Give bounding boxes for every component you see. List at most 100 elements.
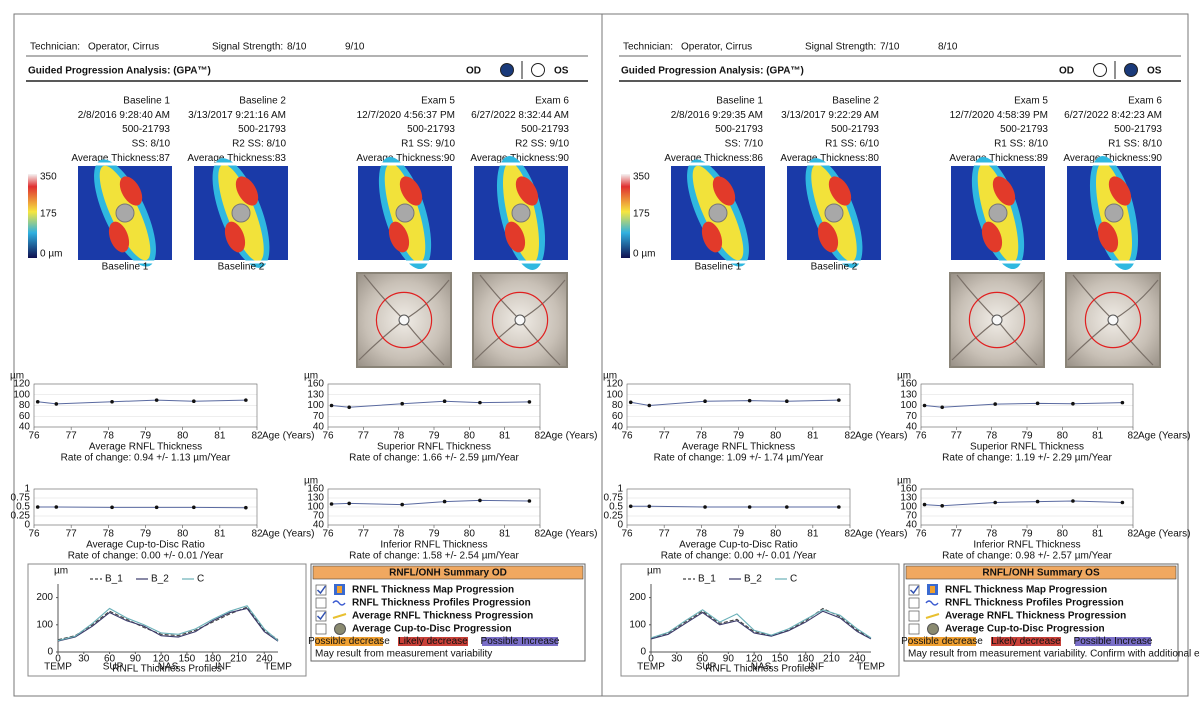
x-tick-label: 79 <box>733 529 745 540</box>
plot-frame <box>33 488 258 526</box>
data-point <box>154 505 159 510</box>
y-unit: µm <box>54 566 68 577</box>
exam-info: Baseline 2 <box>832 96 879 107</box>
y-tick-label: 130 <box>307 493 324 504</box>
x-tick-label: 80 <box>1057 529 1069 540</box>
summary-title-bar <box>312 565 584 580</box>
x-tick-label: 180 <box>797 654 814 665</box>
checkbox <box>908 597 920 609</box>
vessel <box>951 274 1043 366</box>
data-point <box>244 505 248 510</box>
y-tick-label: 200 <box>629 592 646 603</box>
x-tick-label: 82 <box>1127 431 1139 442</box>
profile-box <box>620 563 900 677</box>
checkbox <box>315 584 327 596</box>
data-point <box>993 402 997 406</box>
x-tick-label: 80 <box>770 529 782 540</box>
y-tick-label: 1 <box>617 484 623 495</box>
y-tick-label: 1 <box>24 484 30 495</box>
plot-frame <box>327 383 541 428</box>
y-tick-label: 100 <box>900 400 917 411</box>
y-tick-label: 100 <box>900 502 917 513</box>
x-tick-label: 76 <box>28 431 40 442</box>
legend-chip-label: Possible Increase <box>1074 636 1153 647</box>
exam-info: R1 SS: 8/10 <box>1108 139 1162 150</box>
data-point <box>192 399 196 404</box>
chart-title: Average Cup-to-Disc Ratio <box>679 540 798 551</box>
optic-disc <box>708 203 728 223</box>
map-hot <box>992 176 1016 206</box>
data-point <box>1071 401 1075 406</box>
map-clip <box>783 162 885 264</box>
x-tick-label: 82 <box>844 529 856 540</box>
exam-info: 500-21793 <box>521 124 569 135</box>
optic-disc <box>231 203 251 223</box>
checkbox <box>908 610 920 622</box>
x-tick-label: 78 <box>986 431 998 442</box>
y-tick-label: 120 <box>13 379 30 390</box>
y-tick-label: 0.5 <box>16 502 30 513</box>
data-point <box>1035 401 1040 406</box>
x-tick-label: 78 <box>393 431 405 442</box>
legend-chip-label: Likely decrease <box>398 636 468 647</box>
map-hot <box>224 221 246 253</box>
x-tick-label: 81 <box>214 529 226 540</box>
rate-of-change: Rate of change: 1.58 +/- 2.54 µm/Year <box>349 551 519 562</box>
y-tick-label: 0.25 <box>604 511 624 522</box>
y-tick-label: 130 <box>900 389 917 400</box>
x-tick-label: 30 <box>671 654 683 665</box>
region-label: SUP <box>103 662 124 673</box>
eye-label: OD <box>466 66 481 77</box>
disc-center <box>398 314 410 326</box>
signal-strength: 8/10 <box>938 42 958 53</box>
chart-title: Average RNFL Thickness <box>682 442 795 453</box>
legend-chip-label: Likely decrease <box>991 636 1061 647</box>
profile-line <box>57 605 279 642</box>
data-point <box>1035 499 1040 504</box>
x-tick-label: 76 <box>28 529 40 540</box>
y-tick-label: 40 <box>313 520 325 531</box>
legend-chip <box>908 637 976 646</box>
data-point <box>110 505 114 510</box>
data-point <box>837 505 841 509</box>
data-point <box>192 505 196 510</box>
x-axis-label: Age (Years) <box>545 431 597 442</box>
exam-info: 2/8/2016 9:28:40 AM <box>78 110 170 121</box>
y-tick-label: 0.5 <box>609 502 623 513</box>
y-unit: µm <box>304 371 318 382</box>
legend-chip <box>315 637 383 646</box>
map-hot <box>235 176 259 206</box>
x-tick-label: 79 <box>140 431 152 442</box>
legend-label: B_2 <box>744 574 762 585</box>
x-tick-label: 90 <box>130 654 142 665</box>
technician: Operator, Cirrus <box>88 42 159 53</box>
y-tick-label: 0.75 <box>11 493 31 504</box>
y-tick-label: 0 <box>617 520 623 531</box>
rate-of-change: Rate of change: 0.98 +/- 2.57 µm/Year <box>942 551 1112 562</box>
report-panel: Technician: Operator, Cirrus Signal Streng… <box>603 42 1200 677</box>
data-point <box>154 398 159 402</box>
x-tick-label: 240 <box>849 654 866 665</box>
exam-info: 2/8/2016 9:29:35 AM <box>671 110 763 121</box>
profile-line <box>57 606 279 641</box>
data-point <box>244 398 248 402</box>
trend-line <box>37 506 246 509</box>
vessel <box>358 274 450 366</box>
exam-info: Average Thickness:90 <box>356 153 455 164</box>
summary-title-bar <box>905 565 1177 580</box>
data-point <box>1120 500 1125 505</box>
chart-title: Average RNFL Thickness <box>89 442 202 453</box>
data-point <box>1071 499 1075 503</box>
legend-label: C <box>197 574 204 585</box>
map-hot <box>504 221 526 253</box>
average-icon <box>332 613 347 619</box>
y-tick-label: 100 <box>13 389 30 400</box>
scale-label: 175 <box>40 209 57 220</box>
data-point <box>940 504 944 508</box>
y-tick-label: 0 <box>640 647 646 658</box>
scale-label: 0 µm <box>633 249 655 260</box>
y-tick-label: 160 <box>900 484 917 495</box>
report-panel: Technician: Operator, Cirrus Signal Streng… <box>10 42 597 677</box>
map-caption: Baseline 2 <box>218 262 265 273</box>
